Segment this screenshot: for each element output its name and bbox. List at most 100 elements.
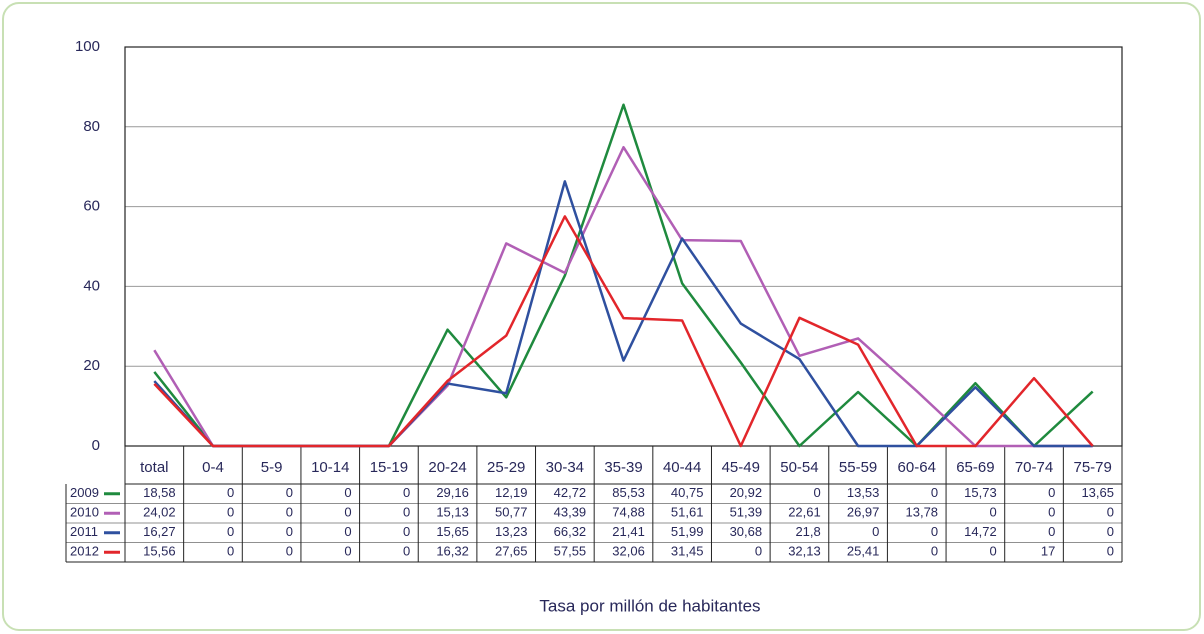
- data-label: 57,55: [554, 544, 587, 559]
- data-label: 0: [1048, 524, 1055, 539]
- data-label: 50,77: [495, 505, 528, 520]
- data-label: 0: [931, 544, 938, 559]
- data-label: 0: [1107, 505, 1114, 520]
- data-label: 0: [872, 524, 879, 539]
- data-label: 0: [344, 505, 351, 520]
- plot-frame: [124, 46, 1123, 447]
- y-tick-label: 0: [92, 437, 100, 454]
- data-label: 0: [1107, 524, 1114, 539]
- x-tick-label: 25-29: [487, 459, 525, 476]
- legend-label: 2009: [70, 485, 99, 500]
- data-label: 42,72: [554, 485, 587, 500]
- data-label: 16,32: [436, 544, 469, 559]
- data-label: 0: [286, 544, 293, 559]
- data-label: 51,99: [671, 524, 704, 539]
- data-label: 0: [227, 544, 234, 559]
- data-label: 31,45: [671, 544, 704, 559]
- x-tick-label: 35-39: [604, 459, 642, 476]
- data-label: 0: [227, 485, 234, 500]
- y-tick-label: 80: [83, 118, 100, 135]
- data-label: 0: [814, 485, 821, 500]
- data-label: 24,02: [143, 505, 176, 520]
- data-label: 15,65: [436, 524, 469, 539]
- data-label: 14,72: [964, 524, 997, 539]
- data-label: 0: [931, 524, 938, 539]
- data-label: 0: [286, 505, 293, 520]
- x-tick-label: 60-64: [898, 459, 936, 476]
- x-tick-label: 0-4: [202, 459, 224, 476]
- data-label: 21,41: [612, 524, 645, 539]
- data-label: 0: [344, 524, 351, 539]
- data-label: 13,53: [847, 485, 880, 500]
- data-label: 85,53: [612, 485, 645, 500]
- data-label: 20,92: [730, 485, 763, 500]
- data-label: 26,97: [847, 505, 880, 520]
- data-label: 13,65: [1081, 485, 1114, 500]
- data-label: 15,13: [436, 505, 469, 520]
- x-tick-label: total: [140, 459, 168, 476]
- data-label: 32,06: [612, 544, 645, 559]
- data-label: 51,61: [671, 505, 704, 520]
- data-label: 0: [286, 524, 293, 539]
- data-label: 0: [403, 544, 410, 559]
- data-label: 13,78: [906, 505, 939, 520]
- data-label: 18,58: [143, 485, 176, 500]
- data-label: 0: [931, 485, 938, 500]
- x-tick-label: 75-79: [1073, 459, 1111, 476]
- y-tick-label: 40: [83, 277, 100, 294]
- data-label: 0: [989, 544, 996, 559]
- y-tick-label: 100: [75, 38, 100, 55]
- data-label: 29,16: [436, 485, 469, 500]
- data-label: 40,75: [671, 485, 704, 500]
- data-label: 51,39: [730, 505, 763, 520]
- legend-label: 2010: [70, 505, 99, 520]
- x-tick-label: 45-49: [722, 459, 760, 476]
- x-tick-label: 70-74: [1015, 459, 1053, 476]
- x-tick-label: 15-19: [370, 459, 408, 476]
- legend-label: 2012: [70, 544, 99, 559]
- data-label: 43,39: [554, 505, 587, 520]
- data-label: 0: [1048, 505, 1055, 520]
- x-tick-label: 40-44: [663, 459, 701, 476]
- series-line: [153, 215, 1094, 448]
- data-label: 0: [989, 505, 996, 520]
- data-label: 13,23: [495, 524, 528, 539]
- data-label: 21,8: [795, 524, 820, 539]
- x-tick-label: 55-59: [839, 459, 877, 476]
- data-label: 30,68: [730, 524, 763, 539]
- data-label: 16,27: [143, 524, 176, 539]
- x-tick-label: 10-14: [311, 459, 349, 476]
- data-label: 0: [1107, 544, 1114, 559]
- data-label: 0: [227, 505, 234, 520]
- data-label: 22,61: [788, 505, 821, 520]
- data-label: 15,73: [964, 485, 997, 500]
- data-label: 0: [755, 544, 762, 559]
- data-label: 0: [227, 524, 234, 539]
- data-label: 0: [286, 485, 293, 500]
- x-tick-label: 20-24: [428, 459, 466, 476]
- data-label: 17: [1041, 544, 1055, 559]
- x-tick-label: 30-34: [546, 459, 584, 476]
- x-tick-label: 5-9: [261, 459, 283, 476]
- data-label: 0: [1048, 485, 1055, 500]
- data-label: 0: [344, 485, 351, 500]
- data-label: 0: [344, 544, 351, 559]
- legend-label: 2011: [70, 524, 98, 539]
- data-label: 74,88: [612, 505, 645, 520]
- data-label: 27,65: [495, 544, 528, 559]
- y-tick-label: 60: [83, 198, 100, 215]
- data-label: 0: [403, 485, 410, 500]
- x-axis-label: Tasa por millón de habitantes: [539, 596, 760, 615]
- y-tick-label: 20: [83, 357, 100, 374]
- data-label: 32,13: [788, 544, 821, 559]
- data-label: 0: [403, 524, 410, 539]
- x-tick-label: 50-54: [780, 459, 818, 476]
- data-label: 66,32: [554, 524, 587, 539]
- data-label: 25,41: [847, 544, 880, 559]
- data-label: 0: [403, 505, 410, 520]
- data-label: 12,19: [495, 485, 528, 500]
- data-label: 15,56: [143, 544, 176, 559]
- x-tick-label: 65-69: [956, 459, 994, 476]
